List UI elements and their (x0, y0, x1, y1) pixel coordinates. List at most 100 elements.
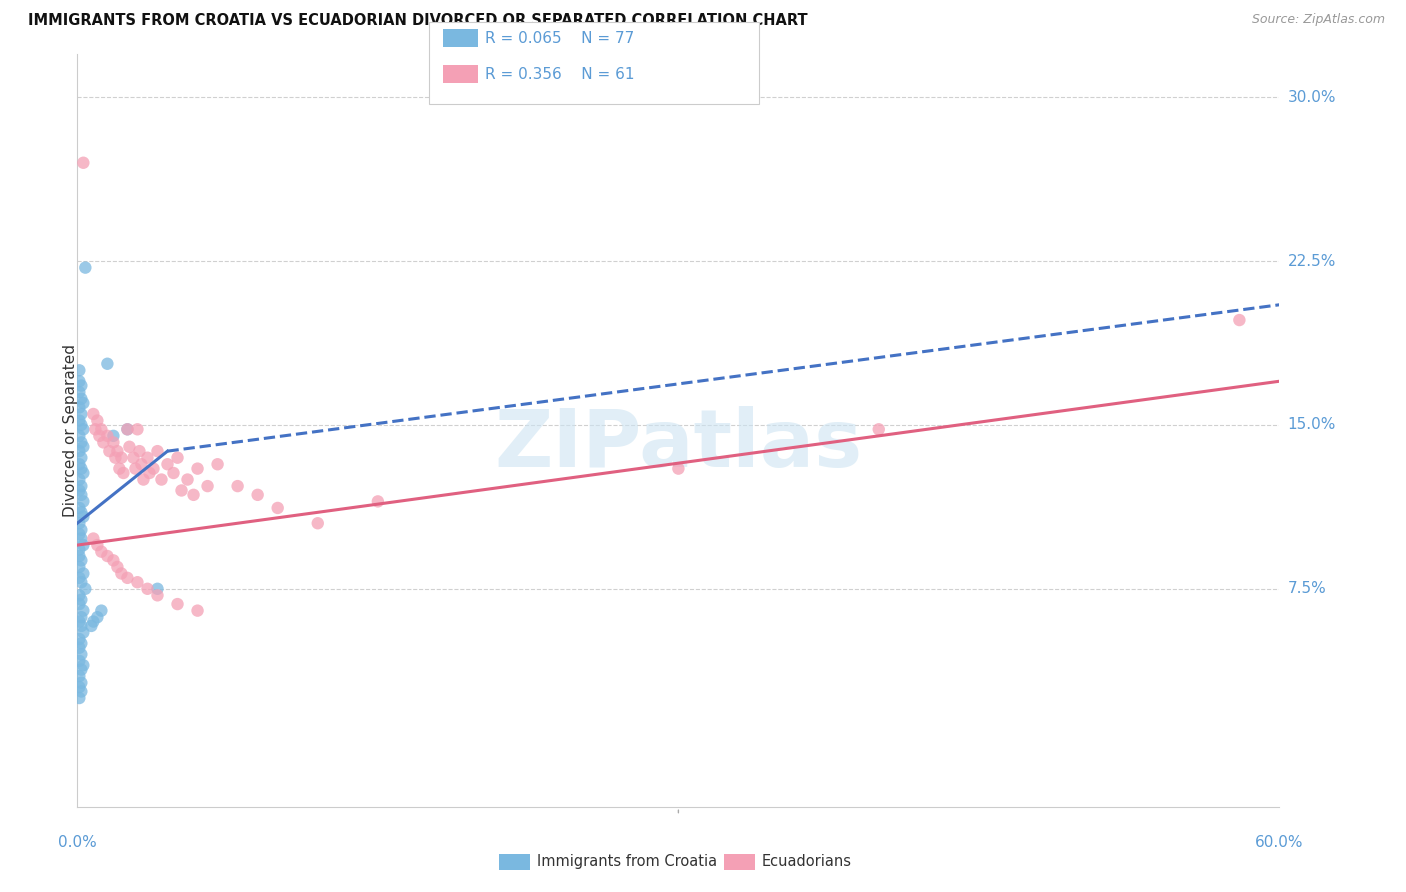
Point (226, 479, 249, 493)
Point (186, 461, 209, 475)
Point (186, 604, 209, 618)
Point (307, 516, 329, 531)
Point (84, 422, 107, 436)
Point (70, 648, 93, 662)
Point (67, 680, 90, 694)
Point (136, 450, 159, 465)
Point (70, 675, 93, 690)
Point (67, 374, 90, 388)
Point (90, 544, 112, 558)
Point (668, 461, 690, 475)
Point (104, 450, 127, 465)
Point (70, 505, 93, 519)
Text: Source: ZipAtlas.com: Source: ZipAtlas.com (1251, 13, 1385, 27)
Point (103, 435, 125, 450)
Point (96, 357, 118, 371)
Point (166, 597, 188, 611)
Point (162, 466, 184, 480)
Point (132, 473, 155, 487)
Point (86, 610, 108, 624)
Point (1229, 313, 1251, 327)
Point (70, 553, 93, 567)
Point (128, 444, 150, 458)
Point (67, 413, 90, 427)
Point (72, 494, 94, 508)
Point (127, 422, 149, 436)
Text: ZIPatlas: ZIPatlas (495, 407, 862, 484)
Point (267, 500, 290, 515)
Point (70, 592, 93, 607)
Point (72, 440, 94, 454)
Point (122, 450, 145, 465)
Point (67, 571, 90, 585)
Point (197, 479, 219, 493)
Point (207, 457, 229, 471)
Point (70, 461, 93, 475)
Point (67, 429, 90, 443)
Point (72, 658, 94, 673)
Point (117, 571, 139, 585)
Text: 15.0%: 15.0% (1288, 417, 1336, 433)
Point (86, 538, 108, 552)
Point (70, 619, 93, 633)
Point (80, 619, 103, 633)
Point (117, 422, 139, 436)
Point (146, 582, 169, 596)
Point (72, 422, 94, 436)
Point (67, 560, 90, 574)
Point (146, 444, 169, 458)
Point (118, 440, 141, 454)
Point (70, 636, 93, 650)
Point (70, 532, 93, 546)
Point (67, 473, 90, 487)
Text: 0.0%: 0.0% (58, 835, 97, 850)
Point (124, 461, 146, 475)
Point (67, 669, 90, 683)
Point (367, 494, 389, 508)
Point (72, 466, 94, 480)
Text: 30.0%: 30.0% (1288, 90, 1336, 104)
Point (67, 597, 90, 611)
Point (72, 566, 94, 581)
Point (103, 429, 125, 443)
Point (72, 509, 94, 524)
Point (90, 422, 112, 436)
Point (136, 582, 159, 596)
Point (70, 378, 93, 392)
Point (156, 457, 179, 471)
Text: 22.5%: 22.5% (1288, 253, 1336, 268)
Point (75, 582, 97, 596)
Point (108, 461, 131, 475)
Point (146, 588, 169, 602)
Point (110, 450, 132, 465)
Point (75, 260, 97, 275)
Point (67, 363, 90, 377)
Point (176, 473, 198, 487)
Point (70, 523, 93, 537)
Point (67, 527, 90, 541)
Point (67, 588, 90, 602)
Point (67, 483, 90, 498)
Point (86, 413, 108, 427)
Point (72, 538, 94, 552)
Point (107, 560, 129, 574)
Point (67, 691, 90, 706)
Point (70, 417, 93, 432)
Text: R = 0.065    N = 77: R = 0.065 N = 77 (485, 31, 634, 45)
Text: IMMIGRANTS FROM CROATIA VS ECUADORIAN DIVORCED OR SEPARATED CORRELATION CHART: IMMIGRANTS FROM CROATIA VS ECUADORIAN DI… (28, 13, 807, 29)
Point (98, 444, 121, 458)
Point (67, 640, 90, 655)
Point (70, 435, 93, 450)
Point (70, 407, 93, 421)
Point (868, 422, 890, 436)
Text: 60.0%: 60.0% (1256, 835, 1303, 850)
Point (67, 632, 90, 646)
Point (82, 532, 104, 546)
Point (67, 401, 90, 415)
Point (70, 450, 93, 465)
Point (67, 516, 90, 531)
Point (70, 575, 93, 590)
Point (70, 663, 93, 677)
Point (150, 473, 173, 487)
Point (70, 488, 93, 502)
